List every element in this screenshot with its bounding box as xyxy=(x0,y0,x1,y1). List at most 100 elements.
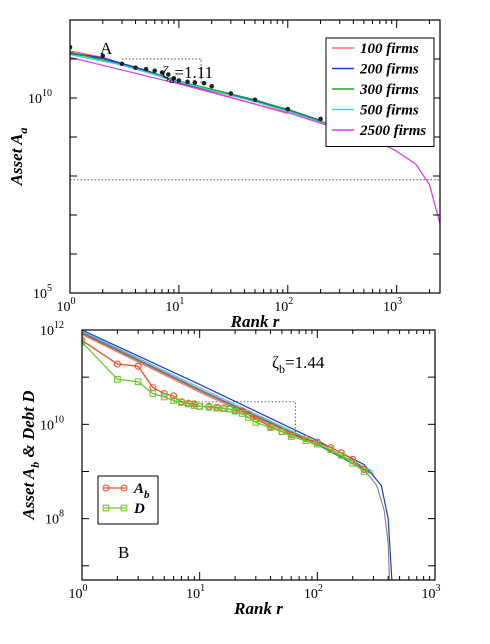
zeta-sub: b xyxy=(279,362,285,376)
marker-point-a-4 xyxy=(143,66,149,72)
reference-line-a-0 xyxy=(121,58,202,84)
y-label-tail: & Debt D xyxy=(19,390,38,461)
marker-point-a-13 xyxy=(209,83,214,89)
tick-base: 10 xyxy=(186,587,200,602)
marker-point-a-7 xyxy=(166,72,171,77)
tick-base: 10 xyxy=(383,300,397,315)
series-b-1-point-16 xyxy=(245,414,252,421)
tick-exp: 12 xyxy=(54,320,64,331)
legend-label-a-3: 500 firms xyxy=(360,103,419,119)
zeta-annotation-a: ζa=1.11 xyxy=(162,63,213,86)
fit-line-b-3 xyxy=(82,332,374,476)
series-b-1-point-15 xyxy=(238,410,246,417)
series-b-1-point-11 xyxy=(213,404,221,412)
series-b-1-point-0 xyxy=(82,338,86,346)
tick-exp: 3 xyxy=(436,583,441,594)
y-tick-label-a-0: 105 xyxy=(33,283,52,302)
legend-a: 100 firms 200 firms 300 firms 500 firms 2500… xyxy=(325,37,435,147)
legend-label-a-0: 100 firms xyxy=(360,41,419,57)
marker-point-a-2 xyxy=(119,61,125,67)
marker-point-a-3 xyxy=(133,65,138,70)
y-tick-label-b-2: 1012 xyxy=(40,320,64,339)
tick-base: 10 xyxy=(165,300,179,315)
marker-point-a-1 xyxy=(100,53,106,59)
fit-line-b-4 xyxy=(82,334,318,447)
x-tick-label-a-2: 102 xyxy=(274,296,293,315)
tick-base: 10 xyxy=(422,587,436,602)
series-b-1-point-18 xyxy=(267,424,274,431)
marker-point-a-14 xyxy=(228,91,234,96)
zeta-value: =1.44 xyxy=(285,353,325,372)
x-axis-label-b: Rank r xyxy=(233,599,283,618)
y-axis-label-a: Asset Aa xyxy=(7,128,30,187)
tick-exp: 1 xyxy=(200,583,205,594)
series-b-0-point-2 xyxy=(134,362,142,370)
plot-frame-b xyxy=(81,329,436,581)
series-b-1-point-2 xyxy=(134,378,142,386)
series-b-1-point-23 xyxy=(327,446,335,454)
tick-exp: 2 xyxy=(318,583,323,594)
marker-point-a-8 xyxy=(171,75,177,81)
tick-exp: 10 xyxy=(54,414,64,425)
x-tick-label-b-0: 100 xyxy=(69,583,88,602)
legend-label-a-4: 2500 firms xyxy=(359,123,426,139)
series-b-1-point-5 xyxy=(170,397,177,404)
series-b-1-point-19 xyxy=(278,428,286,435)
tick-exp: 10 xyxy=(42,88,52,99)
legend-box-a xyxy=(325,37,435,147)
marker-point-a-6 xyxy=(159,70,165,75)
tick-exp: 2 xyxy=(288,296,293,307)
tick-base: 10 xyxy=(40,324,54,339)
series-b-1-point-21 xyxy=(302,437,310,445)
marker-point-a-15 xyxy=(252,97,258,103)
zeta-sub: a xyxy=(169,72,175,86)
plot-area-b xyxy=(82,330,393,580)
tick-base: 10 xyxy=(33,287,47,302)
series-b-1-point-9 xyxy=(196,403,204,410)
series-b-1-point-4 xyxy=(160,393,168,401)
y-axis-label-b: Asset Ab & Debt D xyxy=(19,390,42,520)
legend-label-b-0: Ab xyxy=(133,481,150,501)
panel-label-a: A xyxy=(100,39,113,58)
series-a-3-line xyxy=(70,53,365,138)
y-tick-label-b-0: 108 xyxy=(45,509,64,528)
y-tick-label-b-1: 1010 xyxy=(40,414,64,433)
legend-sub: b xyxy=(144,489,150,501)
zeta-annotation-b: ζb=1.44 xyxy=(272,353,325,376)
series-b-1-point-17 xyxy=(252,419,260,426)
marker-point-a-10 xyxy=(185,79,190,85)
series-b-1-point-1 xyxy=(114,375,121,383)
marker-point-a-16 xyxy=(285,106,291,112)
tick-exp: 5 xyxy=(47,283,52,294)
legend-marker-b-0 xyxy=(120,484,128,492)
legend-label-a-2: 300 firms xyxy=(359,82,419,98)
y-label-sub: b xyxy=(28,462,42,468)
y-label-main: Asset A xyxy=(19,468,38,521)
tick-base: 10 xyxy=(69,587,83,602)
zeta-value: =1.11 xyxy=(174,63,213,82)
legend-marker-b-1 xyxy=(102,504,110,512)
y-label-main: Asset A xyxy=(7,134,26,187)
series-b-0-point-5 xyxy=(170,392,178,400)
series-b-1 xyxy=(82,338,368,475)
series-b-1-point-10 xyxy=(205,403,213,411)
legend-box-b xyxy=(97,475,159,525)
legend-label-a-1: 200 firms xyxy=(359,62,419,78)
marker-point-a-5 xyxy=(152,68,158,74)
fit-line-b-0 xyxy=(82,330,393,580)
fit-line-b-1 xyxy=(82,330,374,473)
tick-base: 10 xyxy=(40,418,54,433)
legend-label-b-1: D xyxy=(133,501,145,517)
legend-marker-b-1 xyxy=(120,504,128,512)
x-tick-label-a-1: 101 xyxy=(165,296,184,315)
x-tick-label-b-3: 103 xyxy=(422,583,441,602)
tick-base: 10 xyxy=(28,92,42,107)
fit-line-b-5 xyxy=(363,469,391,580)
series-b-1-point-26 xyxy=(360,468,368,475)
marker-point-a-11 xyxy=(192,80,198,85)
series-b-1-point-20 xyxy=(287,433,295,440)
series-b-0-point-1 xyxy=(113,360,121,368)
legend-b: AbD xyxy=(97,475,159,525)
